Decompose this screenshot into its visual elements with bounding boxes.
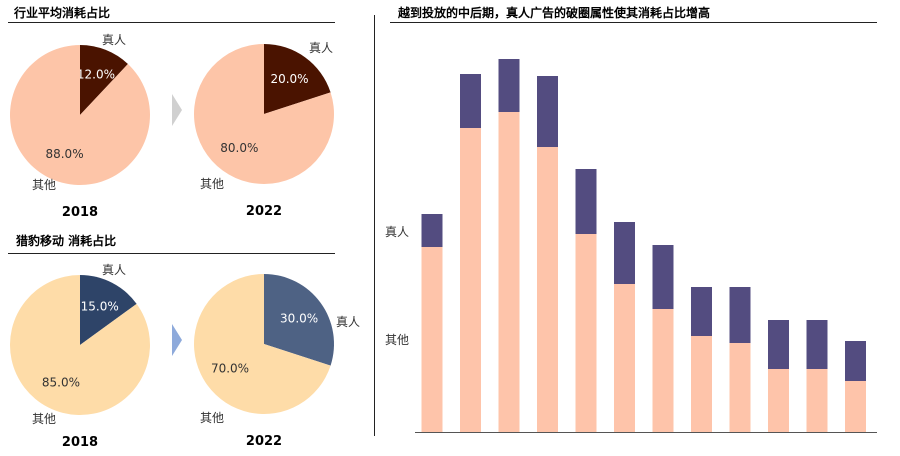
arrow-icon [172, 94, 182, 126]
bar-other [575, 234, 597, 432]
divider [390, 22, 877, 23]
pie-value-label: 12.0% [77, 68, 115, 82]
pie-value-label: 30.0% [280, 311, 318, 325]
bar-other [845, 381, 866, 432]
bar-other [614, 284, 635, 432]
pie-category-label: 其他 [200, 177, 224, 191]
bar-real [652, 245, 674, 309]
cheetah-title: 猎豹移动 消耗占比 [16, 234, 117, 248]
bar-other [768, 369, 789, 432]
bar-real [498, 59, 520, 112]
bar-real [768, 320, 789, 369]
pie-category-label: 真人 [102, 263, 126, 277]
bar-real [575, 169, 597, 234]
arrow-icon [172, 324, 182, 356]
bar-real [421, 214, 443, 247]
pie-slice-other [193, 44, 334, 184]
bar-other [537, 147, 558, 432]
bar-other [729, 343, 751, 432]
bar-real [460, 74, 481, 128]
pie-category-label: 真人 [336, 315, 360, 329]
year-label: 2018 [62, 435, 98, 450]
pie-slice-real [264, 274, 334, 366]
bar-real [614, 222, 635, 284]
pie-value-label: 80.0% [220, 141, 258, 155]
bar-other [498, 112, 520, 432]
pie-value-label: 15.0% [81, 299, 119, 313]
bar-real [729, 287, 751, 343]
pie-category-label: 其他 [32, 412, 56, 426]
bar-other [421, 247, 443, 432]
year-label: 2018 [62, 205, 98, 220]
pie-slice-other [194, 274, 331, 414]
bar-real [537, 76, 558, 147]
pie-slice-other [9, 275, 151, 415]
bar-other [460, 128, 481, 432]
year-label: 2022 [246, 434, 282, 449]
pie-value-label: 85.0% [42, 375, 80, 389]
divider [8, 253, 335, 254]
pie-value-label: 20.0% [270, 72, 308, 86]
bar-title: 越到投放的中后期，真人广告的破圈属性使其消耗占比增高 [398, 6, 711, 20]
pie-category-label: 真人 [309, 41, 333, 55]
bar-other [691, 336, 712, 432]
industry-title: 行业平均消耗占比 [14, 6, 111, 20]
bar-real [845, 341, 866, 381]
bar-real [806, 320, 828, 369]
divider [8, 22, 335, 23]
pie-category-label: 其他 [200, 411, 224, 425]
pie-slice-other [10, 45, 151, 185]
pie-value-label: 70.0% [211, 362, 249, 376]
pie-value-label: 88.0% [45, 147, 83, 161]
legend-other: 其他 [385, 333, 409, 347]
pie-slice-real [80, 45, 128, 115]
year-label: 2022 [246, 204, 282, 219]
bar-other [806, 369, 828, 432]
pie-category-label: 真人 [102, 33, 126, 47]
pie-category-label: 其他 [32, 178, 56, 192]
pie-slice-real [80, 275, 137, 345]
legend-real: 真人 [385, 225, 409, 239]
bar-other [652, 309, 674, 432]
bar-real [691, 287, 712, 336]
vertical-divider [374, 15, 375, 436]
pie-slice-real [264, 44, 331, 114]
